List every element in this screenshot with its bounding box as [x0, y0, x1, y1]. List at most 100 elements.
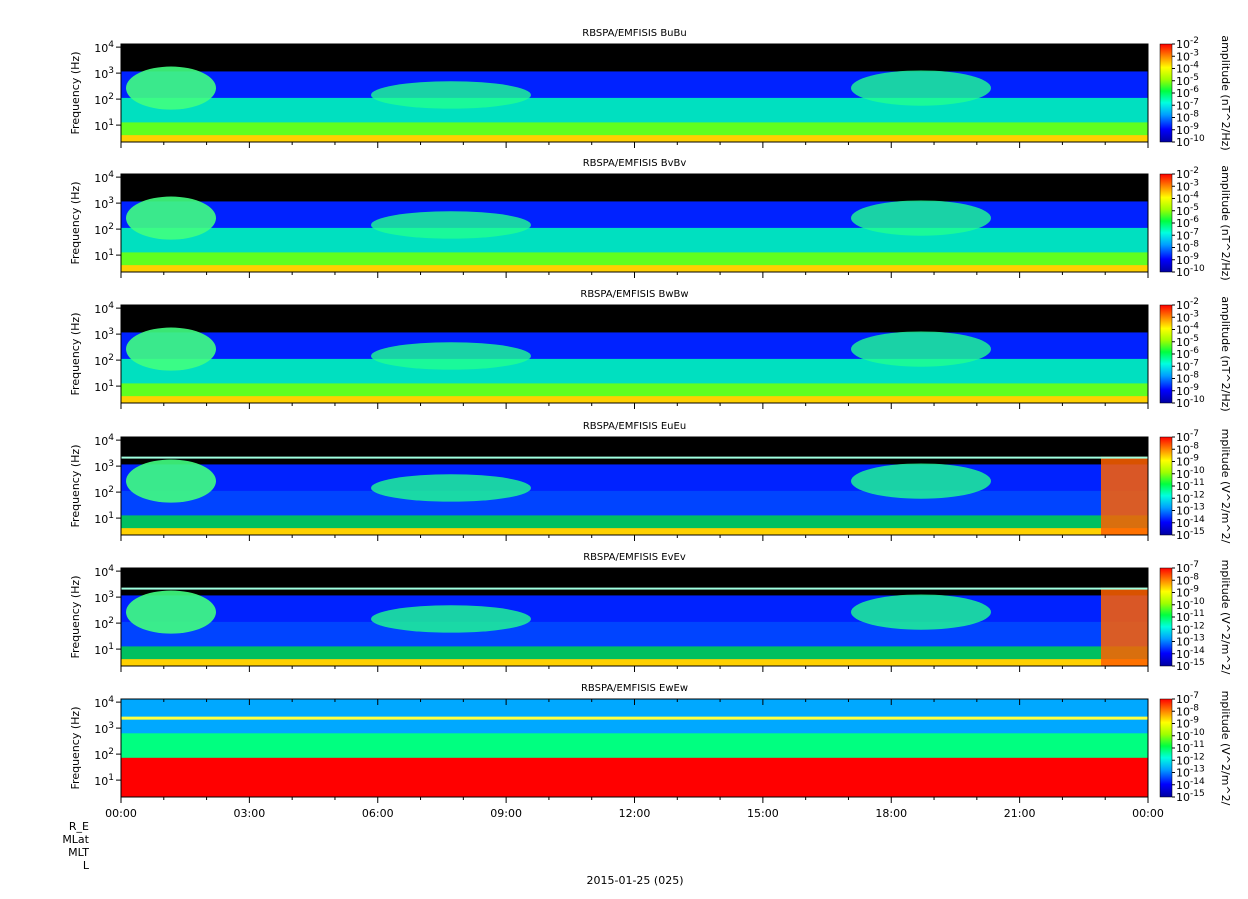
- y-axis-label: Frequency (Hz): [69, 576, 82, 659]
- x-tick-label: 15:00: [747, 807, 779, 820]
- y-tick-label: 103: [94, 327, 114, 342]
- x-tick-label: 09:00: [490, 807, 522, 820]
- y-tick-label: 102: [94, 747, 114, 762]
- y-tick-label: 102: [94, 222, 114, 237]
- y-tick-label: 103: [94, 196, 114, 211]
- colorbar-label: mplitude (V^2/m^2/: [1219, 560, 1232, 675]
- panel-title: RBSPA/EMFISIS BuBu: [582, 28, 686, 39]
- spectrogram-feature: [126, 590, 216, 634]
- spectrogram-band: [121, 135, 1148, 142]
- spectrogram-feature: [851, 70, 991, 106]
- y-tick-label: 101: [94, 773, 114, 788]
- spectrogram-feature: [371, 605, 531, 633]
- panel-title: RBSPA/EMFISIS BwBw: [580, 289, 688, 300]
- y-tick-label: 103: [94, 459, 114, 474]
- panel-2: RBSPA/EMFISIS BvBv 101 102 103 104 Frequency …: [69, 158, 1232, 281]
- orbit-label-l: L: [82, 859, 89, 872]
- spectrogram-feature: [371, 211, 531, 239]
- spectrogram-feature: [126, 459, 216, 503]
- y-tick-label: 104: [94, 433, 114, 448]
- spectrogram-line: [121, 716, 1148, 720]
- colorbar-tick-label: 10-15: [1176, 789, 1205, 804]
- y-axis-label: Frequency (Hz): [69, 182, 82, 265]
- panel-5: RBSPA/EMFISIS EvEv 101 102 103 104 Frequency …: [69, 552, 1232, 675]
- spectrogram-feature: [1101, 456, 1148, 535]
- x-tick-label: 06:00: [362, 807, 394, 820]
- spectrogram-feature: [371, 474, 531, 502]
- panel-title: RBSPA/EMFISIS EuEu: [583, 421, 686, 432]
- y-tick-label: 103: [94, 590, 114, 605]
- panel-1: RBSPA/EMFISIS BuBu 101 102 103 104 Frequency …: [69, 28, 1232, 151]
- spectrogram-line: [121, 587, 1148, 590]
- x-tick-label: 21:00: [1004, 807, 1036, 820]
- colorbar-tick-label: 10-10: [1176, 134, 1205, 149]
- y-tick-label: 101: [94, 642, 114, 657]
- spectrogram-feature: [371, 342, 531, 370]
- spectrogram-feature: [126, 196, 216, 240]
- panel-title: RBSPA/EMFISIS EwEw: [581, 683, 688, 694]
- colorbar: [1159, 698, 1173, 798]
- y-tick-label: 104: [94, 40, 114, 55]
- y-tick-label: 104: [94, 301, 114, 316]
- x-tick-label: 00:00: [1132, 807, 1164, 820]
- y-tick-label: 102: [94, 616, 114, 631]
- spectrogram-feature: [1101, 587, 1148, 666]
- colorbar-label: amplitude (nT^2/Hz): [1219, 165, 1232, 280]
- orbit-label-re: R_E: [68, 820, 89, 833]
- panel-4: RBSPA/EMFISIS EuEu 101 102 103 104 Frequency …: [69, 421, 1232, 544]
- y-axis-label: Frequency (Hz): [69, 313, 82, 396]
- orbit-label-mlat: MLat: [62, 833, 89, 846]
- colorbar-label: amplitude (nT^2/Hz): [1219, 35, 1232, 150]
- y-tick-label: 102: [94, 485, 114, 500]
- spectrogram-band: [121, 659, 1148, 666]
- colorbar: [1159, 173, 1173, 273]
- colorbar-label: mplitude (V^2/m^2/: [1219, 691, 1232, 806]
- orbit-label-mlt: MLT: [68, 846, 89, 859]
- spectrogram-feature: [126, 66, 216, 110]
- x-tick-label: 18:00: [875, 807, 907, 820]
- y-axis-label: Frequency (Hz): [69, 445, 82, 528]
- y-tick-label: 101: [94, 511, 114, 526]
- spectrogram-feature: [851, 200, 991, 236]
- colorbar-tick-label: 10-10: [1176, 264, 1205, 279]
- colorbar-label: mplitude (V^2/m^2/: [1219, 429, 1232, 544]
- spectrogram-feature: [851, 594, 991, 630]
- y-tick-label: 102: [94, 92, 114, 107]
- x-tick-label: 12:00: [619, 807, 651, 820]
- panel-3: RBSPA/EMFISIS BwBw 101 102 103 104 Frequency …: [69, 289, 1232, 412]
- colorbar: [1159, 567, 1173, 667]
- spectrogram-band: [121, 396, 1148, 403]
- colorbar-tick-label: 10-10: [1176, 395, 1205, 410]
- colorbar: [1159, 43, 1173, 143]
- x-tick-label: 00:00: [105, 807, 137, 820]
- y-axis-label: Frequency (Hz): [69, 707, 82, 790]
- x-tick-label: 03:00: [234, 807, 266, 820]
- spectrogram-band: [121, 757, 1148, 797]
- colorbar-tick-label: 10-15: [1176, 658, 1205, 673]
- colorbar: [1159, 304, 1173, 404]
- spectrogram-feature: [371, 81, 531, 109]
- y-tick-label: 103: [94, 66, 114, 81]
- spectrogram-feature: [126, 327, 216, 371]
- y-tick-label: 101: [94, 379, 114, 394]
- y-tick-label: 101: [94, 248, 114, 263]
- colorbar-tick-label: 10-15: [1176, 527, 1205, 542]
- spectrogram-feature: [851, 463, 991, 499]
- y-tick-label: 104: [94, 695, 114, 710]
- y-tick-label: 103: [94, 721, 114, 736]
- spectrogram-band: [121, 528, 1148, 535]
- y-tick-label: 101: [94, 118, 114, 133]
- colorbar: [1159, 436, 1173, 536]
- y-tick-label: 104: [94, 564, 114, 579]
- colorbar-label: amplitude (nT^2/Hz): [1219, 296, 1232, 411]
- panel-6: RBSPA/EMFISIS EwEw 101 102 103 104 Frequency …: [69, 683, 1232, 806]
- spectrogram-line: [121, 456, 1148, 459]
- y-axis-label: Frequency (Hz): [69, 52, 82, 135]
- y-tick-label: 104: [94, 170, 114, 185]
- panel-title: RBSPA/EMFISIS BvBv: [583, 158, 687, 169]
- date-label: 2015-01-25 (025): [586, 874, 684, 887]
- panel-title: RBSPA/EMFISIS EvEv: [583, 552, 686, 563]
- spectrogram-band: [121, 265, 1148, 272]
- spectrogram-feature: [851, 331, 991, 367]
